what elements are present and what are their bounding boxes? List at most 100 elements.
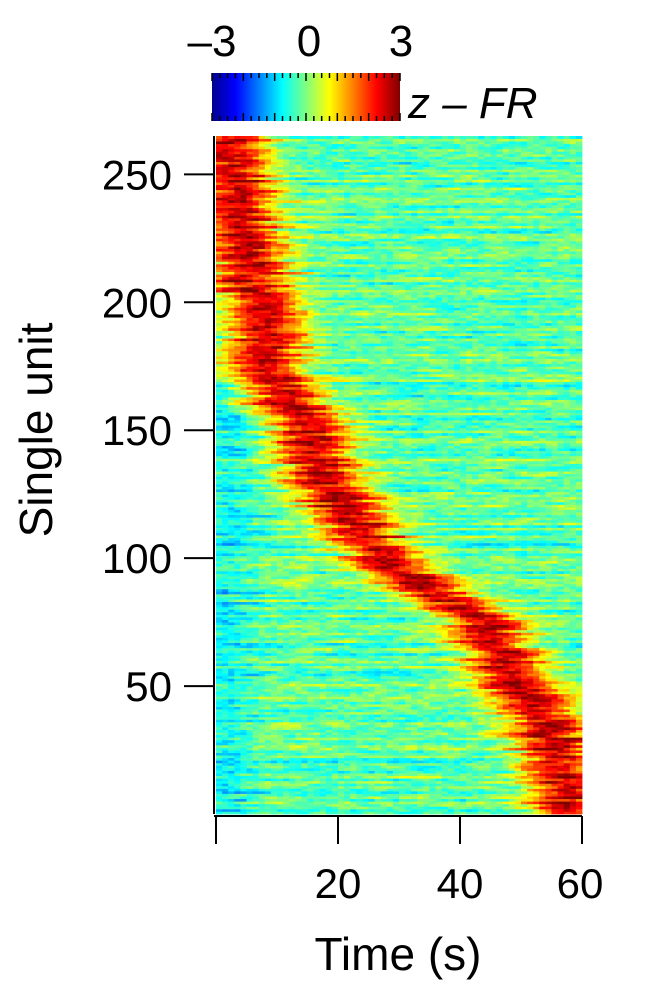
heatmap-cell: [411, 730, 418, 733]
heatmap-cell: [564, 765, 571, 768]
heatmap-cell: [417, 691, 424, 694]
heatmap-cell: [411, 755, 418, 758]
heatmap-cell: [375, 804, 382, 807]
heatmap-cell: [295, 745, 302, 748]
heatmap-cell: [503, 681, 510, 684]
heatmap-cell: [423, 673, 430, 676]
heatmap-cell: [283, 791, 290, 794]
heatmap-cell: [308, 809, 315, 812]
heatmap-cell: [228, 681, 235, 684]
heatmap-cell: [558, 771, 565, 774]
heatmap-cell: [527, 781, 534, 784]
heatmap-cell: [240, 773, 247, 776]
heatmap-cell: [332, 686, 339, 689]
heatmap-cell: [533, 709, 540, 712]
heatmap-cell: [295, 750, 302, 753]
heatmap-cell: [289, 811, 296, 814]
heatmap-cell: [393, 758, 400, 761]
heatmap-cell: [362, 747, 369, 750]
heatmap-cell: [539, 776, 546, 779]
heatmap-cell: [515, 809, 522, 812]
heatmap-cell: [436, 735, 443, 738]
heatmap-cell: [552, 676, 559, 679]
heatmap-cell: [411, 714, 418, 717]
heatmap-cell: [405, 671, 412, 674]
heatmap-cell: [387, 796, 394, 799]
heatmap-cell: [350, 747, 357, 750]
heatmap-cell: [350, 755, 357, 758]
heatmap-cell: [472, 791, 479, 794]
heatmap-cell: [472, 691, 479, 694]
heatmap-cell: [539, 786, 546, 789]
heatmap-cell: [253, 722, 260, 725]
heatmap-cell: [295, 681, 302, 684]
heatmap-cell: [277, 788, 284, 791]
heatmap-cell: [527, 776, 534, 779]
heatmap-cell: [509, 788, 516, 791]
heatmap-cell: [399, 760, 406, 763]
heatmap-cell: [320, 686, 327, 689]
heatmap-cell: [436, 707, 443, 710]
heatmap-cell: [423, 765, 430, 768]
heatmap-cell: [576, 773, 583, 776]
heatmap-cell: [247, 686, 254, 689]
heatmap-cell: [533, 781, 540, 784]
heatmap-cell: [247, 755, 254, 758]
heatmap-cell: [509, 791, 516, 794]
heatmap-cell: [454, 701, 461, 704]
heatmap-cell: [320, 717, 327, 720]
heatmap-cell: [484, 763, 491, 766]
heatmap-cell: [344, 801, 351, 804]
heatmap-cell: [545, 811, 552, 814]
heatmap-cell: [338, 709, 345, 712]
heatmap-cell: [253, 778, 260, 781]
heatmap-cell: [234, 750, 241, 753]
heatmap-cell: [234, 786, 241, 789]
heatmap-cell: [301, 794, 308, 797]
heatmap-cell: [521, 801, 528, 804]
heatmap-cell: [320, 719, 327, 722]
heatmap-cell: [454, 717, 461, 720]
heatmap-cell: [362, 724, 369, 727]
heatmap-cell: [521, 735, 528, 738]
heatmap-cell: [570, 691, 577, 694]
heatmap-cell: [338, 719, 345, 722]
heatmap-cell: [240, 765, 247, 768]
heatmap-cell: [222, 765, 229, 768]
heatmap-cell: [338, 747, 345, 750]
heatmap-cell: [539, 773, 546, 776]
heatmap-cell: [375, 714, 382, 717]
heatmap-cell: [521, 768, 528, 771]
heatmap-cell: [247, 704, 254, 707]
heatmap-cell: [466, 809, 473, 812]
heatmap-cell: [277, 796, 284, 799]
heatmap-cell: [521, 778, 528, 781]
heatmap-cell: [375, 730, 382, 733]
heatmap-cell: [552, 747, 559, 750]
heatmap-cell: [314, 801, 321, 804]
heatmap-cell: [381, 689, 388, 692]
heatmap-cell: [387, 732, 394, 735]
heatmap-cell: [362, 689, 369, 692]
heatmap-cell: [375, 671, 382, 674]
heatmap-cell: [308, 686, 315, 689]
heatmap-cell: [405, 709, 412, 712]
heatmap-cell: [497, 707, 504, 710]
heatmap-cell: [442, 722, 449, 725]
heatmap-cell: [466, 799, 473, 802]
heatmap-cell: [228, 676, 235, 679]
heatmap-cell: [417, 684, 424, 687]
heatmap-cell: [326, 786, 333, 789]
heatmap-cell: [289, 740, 296, 743]
heatmap-cell: [314, 742, 321, 745]
heatmap-cell: [515, 704, 522, 707]
heatmap-cell: [503, 745, 510, 748]
heatmap-cell: [527, 694, 534, 697]
heatmap-cell: [539, 704, 546, 707]
heatmap-cell: [521, 684, 528, 687]
heatmap-cell: [423, 763, 430, 766]
heatmap-cell: [222, 768, 229, 771]
heatmap-cell: [478, 745, 485, 748]
heatmap-cell: [423, 689, 430, 692]
heatmap-cell: [332, 694, 339, 697]
